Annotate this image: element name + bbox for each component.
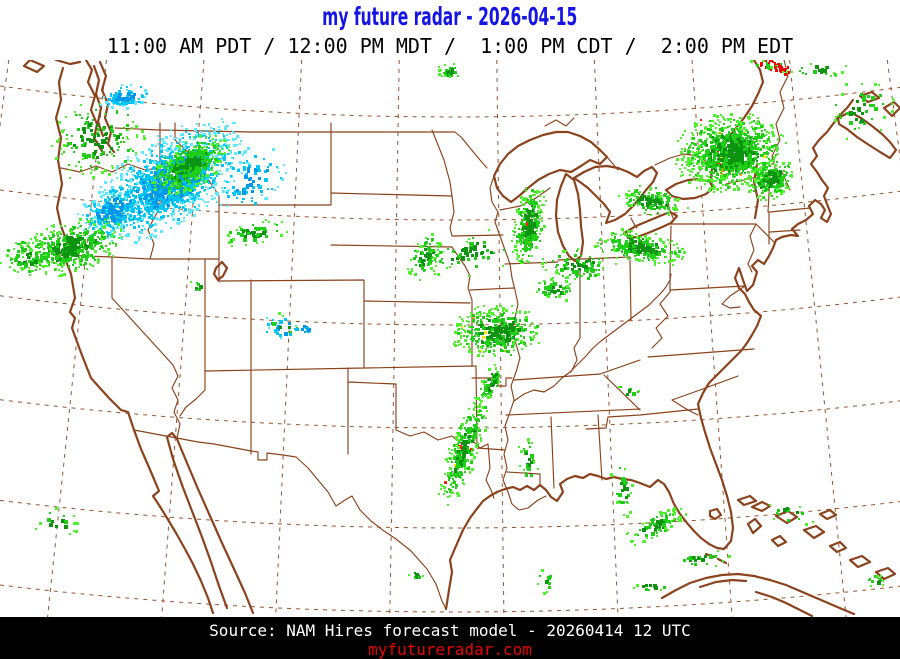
header: my future radar - 2026-04-15 11:00 AM PD… [0,0,900,60]
lake-erie [624,210,679,240]
state-borders [56,60,811,610]
upper-mississippi-river [494,211,547,511]
cuba [660,572,856,617]
website-link: myfutureradar.com [368,640,532,659]
ottawa-river [544,117,711,166]
footer-bar: Source: NAM Hires forecast model - 20260… [0,617,900,659]
pacific-northwest-states [56,122,220,260]
south-states [505,359,739,489]
lake-okeechobee [708,507,723,521]
california-nevada-arizona [111,256,206,439]
radar-echoes [0,60,895,595]
page-title: my future radar - 2026-04-15 [322,2,578,31]
ohio-river [513,273,672,402]
lake-huron [572,164,659,225]
kansas-oklahoma-texas [347,305,495,499]
timezone-subtitle: 11:00 AM PDT / 12:00 PM MDT / 1:00 PM CD… [106,34,794,58]
lake-michigan [554,172,585,263]
mountain-state-grid [204,122,365,455]
lake-superior [492,130,609,204]
atlantic-coast [696,98,855,551]
graticule-path [0,60,900,617]
gulf-of-california [165,431,255,615]
bahamas [736,494,897,581]
puget-sound [22,60,116,156]
nova-scotia [836,90,900,160]
great-salt-lake [212,260,229,282]
canada-border [114,127,714,229]
source-text: Source: NAM Hires forecast model - 20260… [209,621,691,640]
radar-map [0,60,900,617]
mid-atlantic-states [647,223,775,358]
gulf-coast [444,472,726,611]
new-mexico-mexico-border [133,429,447,610]
coastlines [22,60,900,617]
pacific-coast [54,66,215,615]
graticule-lines [0,60,900,617]
